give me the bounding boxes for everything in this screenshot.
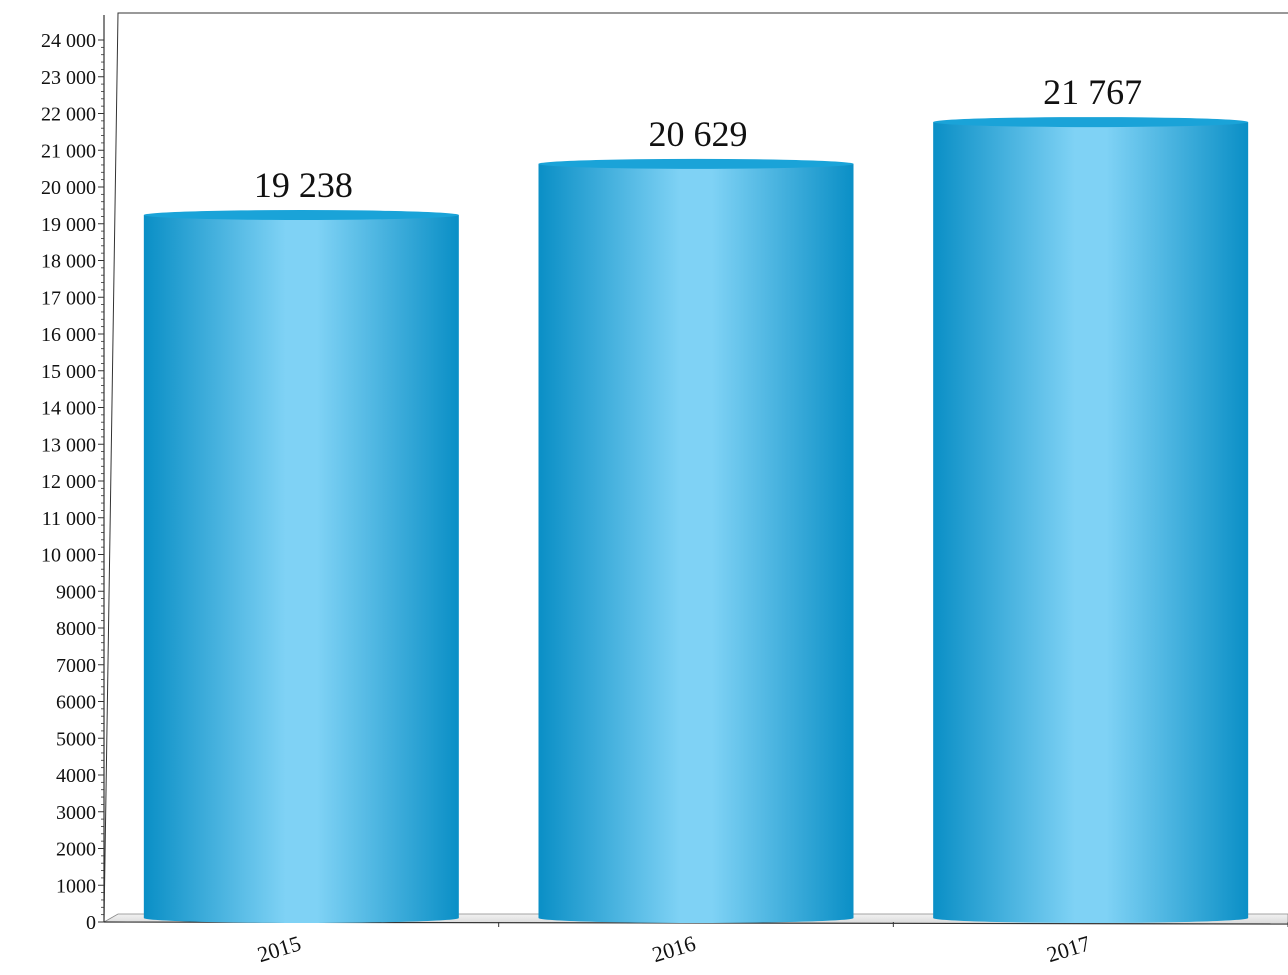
y-tick-label: 0 (86, 912, 96, 934)
bars (143, 117, 1249, 924)
bar-body (538, 163, 854, 923)
bar-body (143, 215, 459, 924)
y-tick-label: 16 000 (41, 324, 96, 346)
x-tick-label: 2016 (649, 930, 698, 967)
y-tick-label: 24 000 (41, 30, 96, 52)
y-tick-label: 4000 (56, 765, 96, 787)
y-tick-label: 19 000 (41, 214, 96, 236)
y-tick-label: 15 000 (41, 361, 96, 383)
y-tick-label: 11 000 (42, 508, 96, 530)
y-tick-label: 9000 (56, 581, 96, 603)
bar-2015 (143, 210, 459, 924)
bar-cap (143, 210, 459, 221)
bar-2016 (538, 158, 854, 923)
y-tick-label: 3000 (56, 802, 96, 824)
y-tick-label: 14 000 (41, 398, 96, 420)
bar-2017 (933, 117, 1249, 923)
bar-cap (933, 117, 1249, 128)
data-label: 20 629 (649, 114, 748, 154)
y-tick-label: 20 000 (41, 177, 96, 199)
y-tick-label: 6000 (56, 692, 96, 714)
bar-body (933, 122, 1249, 923)
y-tick-label: 18 000 (41, 251, 96, 273)
data-label: 21 767 (1043, 72, 1142, 112)
y-tick-label: 8000 (56, 618, 96, 640)
y-tick-label: 7000 (56, 655, 96, 677)
y-tick-label: 2000 (56, 839, 96, 861)
y-tick-label: 23 000 (41, 67, 96, 89)
data-label: 19 238 (254, 165, 353, 205)
y-tick-label: 21 000 (41, 140, 96, 162)
y-tick-label: 17 000 (41, 287, 96, 309)
bar-cap (538, 158, 854, 169)
y-tick-label: 10 000 (41, 545, 96, 567)
x-tick-label: 2017 (1044, 930, 1093, 967)
y-tick-label: 13 000 (41, 434, 96, 456)
y-tick-label: 1000 (56, 875, 96, 897)
x-tick-label: 2015 (254, 930, 303, 967)
y-tick-label: 5000 (56, 728, 96, 750)
y-tick-label: 12 000 (41, 471, 96, 493)
y-tick-label: 22 000 (41, 104, 96, 126)
plot-frame (103, 12, 1288, 923)
